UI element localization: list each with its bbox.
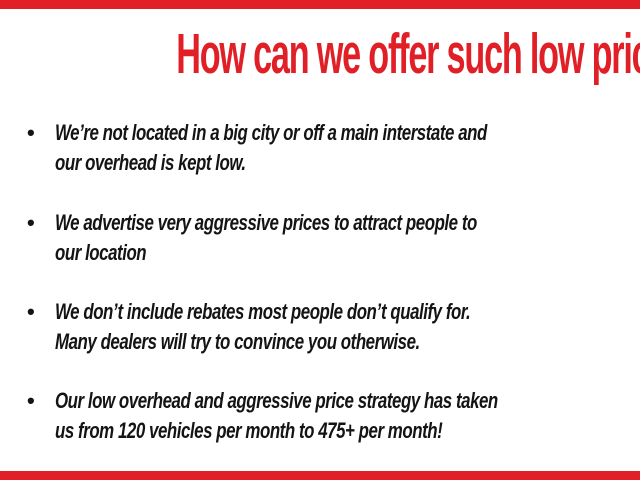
- bullet-line: Many dealers will try to convince you ot…: [55, 329, 420, 354]
- bullet-text: We’re not located in a big city or off a…: [55, 118, 640, 178]
- bottom-accent-bar: [0, 471, 640, 480]
- bullet-item: • We’re not located in a big city or off…: [0, 118, 640, 178]
- bullet-text: We advertise very aggressive prices to a…: [55, 208, 640, 268]
- bullet-icon: •: [27, 388, 35, 413]
- bullet-item: • We don’t include rebates most people d…: [0, 297, 640, 357]
- bullet-line: us from 120 vehicles per month to 475+ p…: [55, 418, 443, 443]
- top-accent-bar: [0, 0, 640, 9]
- bullet-icon: •: [27, 210, 35, 235]
- bullet-text: Our low overhead and aggressive price st…: [55, 386, 640, 446]
- bullet-line: our overhead is kept low.: [55, 150, 246, 175]
- bullet-text: We don’t include rebates most people don…: [55, 297, 640, 357]
- bullet-line: Our low overhead and aggressive price st…: [55, 388, 498, 413]
- bullet-line: our location: [55, 240, 147, 265]
- page-title: How can we offer such low prices?: [0, 26, 640, 83]
- bullet-line: We’re not located in a big city or off a…: [55, 120, 487, 145]
- bullet-item: • Our low overhead and aggressive price …: [0, 386, 640, 446]
- page-title-text: How can we offer such low prices?: [176, 22, 640, 86]
- bullet-line: We advertise very aggressive prices to a…: [55, 210, 477, 235]
- bullet-line: We don’t include rebates most people don…: [55, 299, 471, 324]
- bullet-icon: •: [27, 299, 35, 324]
- bullet-item: • We advertise very aggressive prices to…: [0, 208, 640, 268]
- bullet-icon: •: [27, 120, 35, 145]
